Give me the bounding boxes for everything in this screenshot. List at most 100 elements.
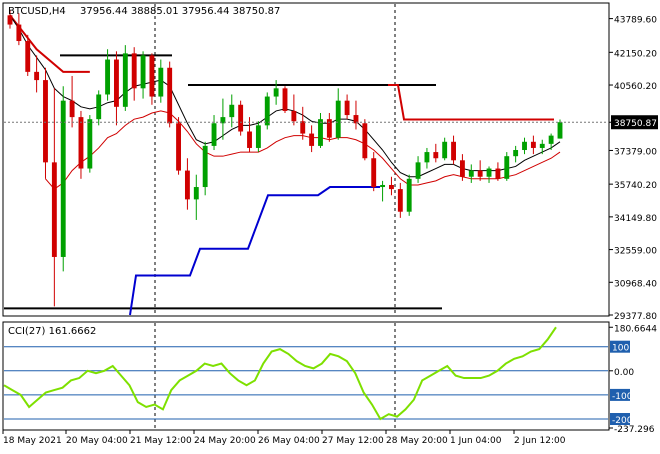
candle-body	[264, 96, 270, 126]
candle-body	[167, 67, 173, 124]
price-tick-label: 32559.00	[614, 247, 657, 257]
cci-level-tag	[610, 413, 630, 426]
candle-body	[291, 110, 297, 122]
time-tick-label: 27 May 12:00	[322, 436, 384, 446]
candle-body	[140, 55, 146, 89]
price-panel-frame	[2, 2, 610, 317]
support-step-line	[129, 186, 380, 316]
candle-body	[69, 100, 75, 118]
candle-body	[539, 143, 545, 148]
time-tick-label: 26 May 04:00	[258, 436, 320, 446]
candle-body	[424, 152, 430, 163]
resistance-red-line-left	[9, 14, 90, 73]
candle-body	[184, 170, 190, 200]
candle-body	[282, 88, 288, 111]
candle-body	[459, 160, 465, 177]
candle-body	[353, 115, 359, 124]
candle-body	[522, 141, 527, 151]
cci-level-tag	[610, 388, 630, 401]
candle-body	[530, 141, 536, 148]
candle-body	[34, 71, 40, 81]
candle-body	[344, 100, 350, 116]
candle-body	[114, 59, 119, 107]
resistance-red-line-right	[388, 84, 554, 121]
price-tick-label: 42150.20	[614, 49, 657, 59]
ohlc-label: 37956.44 38885.01 37956.44 38750.87	[80, 6, 280, 17]
candle-body	[406, 178, 412, 212]
price-tick-label: 40560.20	[614, 82, 657, 92]
candle-body	[300, 121, 306, 134]
candle-body	[362, 123, 368, 159]
candle-body	[25, 41, 31, 72]
candle-body	[326, 119, 332, 138]
candle-body	[202, 145, 208, 188]
candle-body	[486, 168, 492, 177]
price-tick-label: 30968.40	[614, 279, 657, 289]
candle-body	[504, 156, 510, 179]
candle-body	[389, 184, 394, 190]
price-tick-label: 38750.87	[614, 119, 657, 129]
candle-body	[309, 133, 315, 146]
price-tick-label: 34149.80	[614, 214, 657, 224]
candle-body	[149, 55, 155, 97]
candle-body	[433, 152, 439, 159]
candle-body	[335, 100, 341, 138]
candle-body	[193, 187, 199, 200]
candle-body	[238, 104, 244, 132]
candle-body	[43, 80, 48, 163]
candle-body	[380, 184, 386, 188]
time-tick-label: 24 May 20:00	[194, 436, 256, 446]
candle-body	[220, 117, 226, 124]
time-tick-label: 21 May 12:00	[130, 436, 192, 446]
time-tick-label: 18 May 2021	[3, 436, 62, 446]
candle-body	[397, 189, 403, 212]
cci-tick-label: -237.296	[614, 425, 655, 435]
cci-tick-label: 100	[612, 344, 629, 354]
candle-body	[495, 168, 501, 179]
price-tick-label: 29377.80	[614, 312, 657, 322]
candle-body	[7, 15, 13, 25]
time-tick-label: 2 Jun 12:00	[514, 436, 566, 446]
cci-tick-label: 0.00	[614, 368, 634, 378]
candle-body	[255, 125, 261, 148]
candle-body	[273, 88, 279, 97]
candle-body	[548, 135, 554, 144]
candle-body	[211, 123, 217, 146]
candle-body	[451, 141, 456, 161]
candle-body	[87, 119, 93, 169]
time-tick-label: 1 Jun 04:00	[450, 436, 502, 446]
candle-body	[60, 100, 66, 257]
candle-body	[247, 131, 252, 148]
candle-body	[318, 119, 323, 146]
candle-body	[176, 123, 181, 171]
candle-body	[96, 94, 102, 120]
current-price-tag	[611, 115, 658, 130]
time-tick-label: 20 May 04:00	[66, 436, 128, 446]
candle-body	[468, 170, 474, 177]
candle-body	[16, 24, 22, 42]
symbol-label: BTCUSD,H4	[8, 6, 66, 17]
cci-tick-label: 180.6644	[614, 324, 657, 334]
candle-body	[158, 67, 164, 97]
candle-body	[78, 117, 84, 169]
candle-body	[105, 59, 111, 95]
cci-tick-label: -100	[612, 392, 633, 402]
candle-body	[557, 122, 563, 139]
cci-label: CCI(27) 161.6662	[8, 326, 96, 337]
candle-body	[51, 162, 57, 257]
time-tick-label: 28 May 20:00	[386, 436, 448, 446]
candle-body	[477, 170, 483, 177]
candle-body	[229, 104, 235, 118]
price-tick-label: 35740.20	[614, 181, 657, 191]
candle-body	[122, 53, 128, 107]
candle-body	[442, 141, 448, 159]
price-tick-label: 43789.60	[614, 16, 657, 26]
cci-level-tag	[610, 340, 630, 353]
cci-tick-label: -200	[612, 416, 633, 426]
candle-body	[371, 158, 377, 188]
candle-body	[513, 150, 519, 157]
candle-body	[131, 53, 137, 89]
candle-body	[415, 162, 421, 179]
